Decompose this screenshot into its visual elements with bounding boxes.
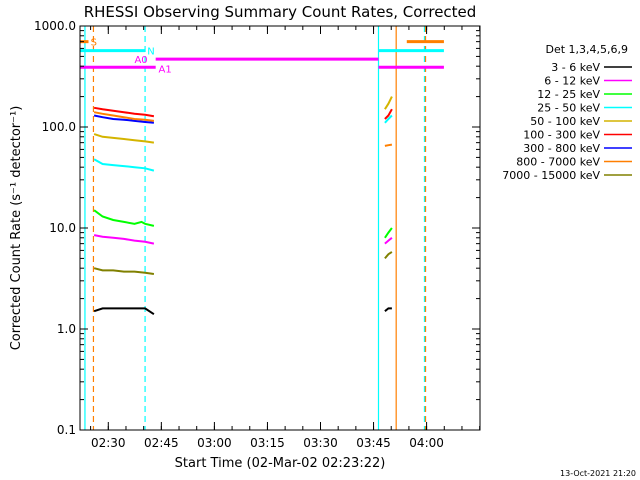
- x-tick-label: 02:30: [91, 436, 126, 450]
- state-label-a1: A1: [159, 64, 172, 75]
- legend-label-7: 800 - 7000 keV: [516, 156, 600, 169]
- series-line-7-1: [384, 143, 393, 147]
- series-line-3-1: [384, 114, 393, 124]
- legend-label-1: 6 - 12 keV: [544, 75, 600, 88]
- y-tick-label: 100.0: [42, 120, 76, 134]
- state-label-s: S: [91, 38, 97, 49]
- state-label-n: N: [147, 47, 154, 58]
- series-line-7-0: [93, 111, 155, 122]
- x-tick-label: 03:15: [250, 436, 285, 450]
- plot-content: S NA0 A1: [80, 26, 444, 430]
- legend-label-2: 12 - 25 keV: [537, 88, 600, 101]
- series-line-1-1: [384, 237, 393, 245]
- chart-title: RHESSI Observing Summary Count Rates, Co…: [84, 3, 477, 21]
- legend-label-4: 50 - 100 keV: [530, 115, 600, 128]
- legend-label-3: 25 - 50 keV: [537, 102, 600, 115]
- y-tick-label: 1000.0: [34, 19, 76, 33]
- x-tick-label: 03:00: [197, 436, 232, 450]
- series-line-5-0: [93, 106, 155, 118]
- state-label-a0: A0: [134, 55, 147, 66]
- legend-label-6: 300 - 800 keV: [523, 142, 600, 155]
- x-tick-label: 03:45: [356, 436, 391, 450]
- x-tick-label: 04:00: [409, 436, 444, 450]
- x-tick-label: 02:45: [144, 436, 179, 450]
- y-tick-label: 10.0: [49, 221, 76, 235]
- footer-timestamp: 13-Oct-2021 21:20: [560, 469, 636, 478]
- x-tick-label: 03:30: [303, 436, 338, 450]
- series-line-0-0: [93, 307, 155, 316]
- series-line-8-1: [384, 251, 393, 260]
- series-line-1-0: [93, 234, 155, 245]
- legend-title: Det 1,3,4,5,6,9: [545, 43, 628, 56]
- series-line-2-0: [93, 209, 155, 227]
- series-line-8-0: [93, 267, 155, 275]
- series-line-6-0: [93, 114, 154, 124]
- plot-frame: [79, 25, 481, 431]
- y-tick-label: 0.1: [57, 423, 76, 437]
- series-line-2-1: [384, 227, 393, 239]
- x-axis-label: Start Time (02-Mar-02 02:23:22): [175, 456, 386, 471]
- series-line-4-0: [93, 133, 155, 144]
- y-axis-label: Corrected Count Rate (s⁻¹ detector⁻¹): [9, 106, 24, 351]
- series-line-5-1: [384, 108, 393, 120]
- legend-label-5: 100 - 300 keV: [523, 129, 600, 142]
- legend-label-0: 3 - 6 keV: [551, 61, 600, 74]
- y-tick-label: 1.0: [57, 322, 76, 336]
- legend-label-8: 7000 - 15000 keV: [502, 169, 600, 182]
- series-line-0-1: [384, 307, 392, 312]
- axes: 0.1 1.0 10.0 100.0 1000.0 02:30 02:45 03:00 03:1…: [34, 19, 481, 450]
- series-line-4-1: [384, 96, 393, 110]
- series-line-3-0: [93, 158, 155, 172]
